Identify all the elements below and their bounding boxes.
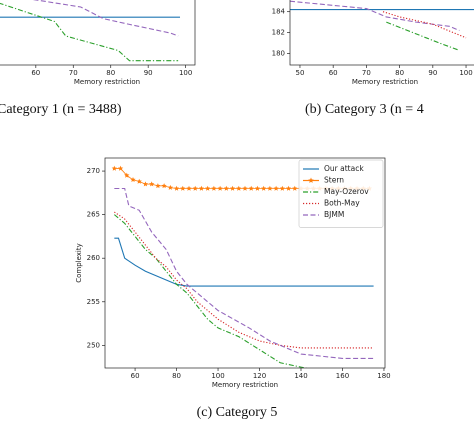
legend-label: Both-May <box>324 199 360 208</box>
x-tick-label: 90 <box>144 69 153 77</box>
star-marker <box>248 185 254 191</box>
star-marker <box>117 165 124 171</box>
plot-area <box>0 0 181 62</box>
plot-area <box>111 165 374 368</box>
series-line <box>114 237 374 287</box>
x-axis-label: Memory restriction <box>74 78 140 86</box>
y-tick-label: 255 <box>87 298 100 306</box>
x-tick-label: 100 <box>179 69 192 77</box>
y-tick-label: 250 <box>87 341 100 349</box>
y-tick-label: 180 <box>272 50 285 58</box>
caption: (c) Category 5 <box>197 405 278 420</box>
x-tick-label: 80 <box>172 372 181 380</box>
x-tick-label: 80 <box>106 69 115 77</box>
star-marker <box>167 184 173 190</box>
legend-box <box>298 159 384 228</box>
y-tick-label: 265 <box>87 211 100 219</box>
star-marker <box>267 185 273 191</box>
star-marker <box>242 185 248 191</box>
series-line <box>386 21 460 51</box>
star-marker <box>111 165 117 171</box>
star-marker <box>223 185 229 191</box>
star-marker <box>155 183 161 189</box>
star-marker <box>161 183 167 189</box>
y-axis-label: Complexity <box>75 243 83 283</box>
series-line <box>382 11 467 39</box>
caption: (b) Category 3 (n = 4 <box>305 102 424 117</box>
x-tick-label: 120 <box>253 372 266 380</box>
y-tick-label: 260 <box>87 254 100 262</box>
star-marker <box>149 181 155 187</box>
x-tick-label: 60 <box>31 69 40 77</box>
series-line <box>290 0 460 32</box>
series-line <box>114 211 374 349</box>
star-marker <box>192 185 198 191</box>
y-tick-label: 182 <box>272 29 285 37</box>
plot-frame <box>104 157 386 369</box>
star-marker <box>180 185 186 191</box>
series-line <box>0 2 179 62</box>
star-marker <box>173 185 180 191</box>
series-line <box>113 214 308 368</box>
star-marker <box>124 172 130 178</box>
plot-area <box>290 0 474 51</box>
star-marker <box>279 185 285 191</box>
star-marker <box>254 185 261 191</box>
star-marker <box>205 185 211 191</box>
x-axis-label: Memory restriction <box>212 381 278 389</box>
star-marker <box>273 185 279 191</box>
legend: Our attack Stern May-Ozerov Both-May BJMM <box>298 159 384 228</box>
plot-frame <box>289 0 474 66</box>
x-tick-label: 60 <box>131 372 140 380</box>
x-tick-label: 160 <box>336 372 349 380</box>
x-tick-label: 100 <box>459 69 472 77</box>
star-marker <box>229 185 236 191</box>
x-tick-label: 100 <box>211 372 224 380</box>
x-tick-label: 50 <box>296 69 305 77</box>
star-marker <box>130 176 136 183</box>
chart: 60 80 100 120 140 160 180 250 255 260 265 270 Memory… <box>75 157 391 420</box>
plot-frame <box>0 0 196 66</box>
star-marker <box>142 181 149 187</box>
x-tick-label: 140 <box>294 372 307 380</box>
caption: Category 1 (n = 3488) <box>0 102 122 117</box>
legend-star <box>308 177 314 183</box>
chart: 50 60 70 80 90 100 180 182 184 Memory restriction… <box>272 0 474 117</box>
chart: 60 70 80 90 100 Memory restriction Category 1 … <box>0 0 196 117</box>
star-marker <box>217 185 223 191</box>
y-tick-label: 184 <box>272 8 286 16</box>
x-tick-label: 70 <box>362 69 371 77</box>
x-tick-label: 180 <box>377 372 390 380</box>
legend-label: BJMM <box>324 210 344 219</box>
x-axis-label: Memory restriction <box>352 78 418 86</box>
star-marker <box>198 185 205 191</box>
series-line <box>32 0 179 37</box>
x-tick-label: 70 <box>69 69 78 77</box>
legend-label: Stern <box>324 176 344 185</box>
star-marker <box>285 185 292 191</box>
star-marker <box>261 185 267 191</box>
x-tick-label: 90 <box>428 69 437 77</box>
legend-label: Our attack <box>324 164 364 173</box>
star-marker <box>292 185 298 191</box>
star-marker <box>136 178 142 184</box>
star-marker <box>186 185 192 191</box>
x-tick-label: 80 <box>395 69 404 77</box>
x-tick-label: 60 <box>329 69 338 77</box>
star-marker <box>211 185 217 191</box>
star-marker <box>236 185 242 191</box>
legend-label: May-Ozerov <box>324 187 369 196</box>
y-tick-label: 270 <box>87 167 100 175</box>
series-line <box>114 187 374 359</box>
